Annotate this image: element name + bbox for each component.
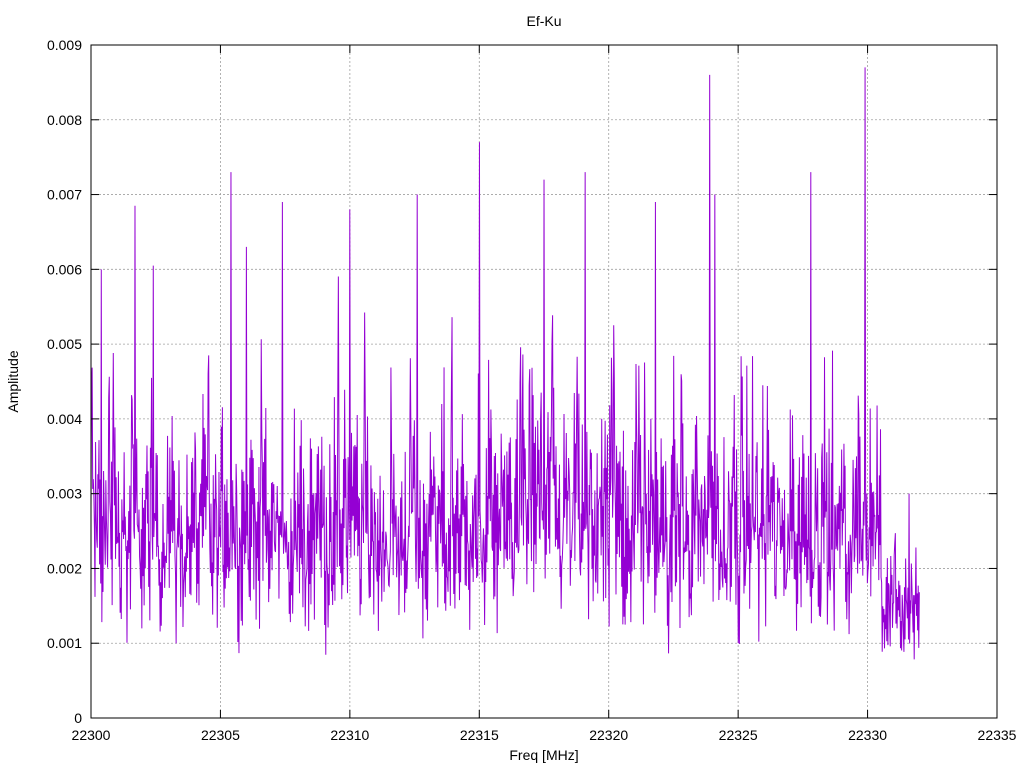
y-tick-label: 0.009: [47, 37, 82, 53]
series-layer: [90, 67, 920, 660]
x-axis-label: Freq [MHz]: [509, 747, 578, 763]
x-tick-label: 22320: [589, 727, 628, 743]
y-tick-labels: 0 0.001 0.002 0.003 0.004 0.005 0.006 0.007 0.00…: [47, 37, 82, 726]
y-tick-label: 0.006: [47, 261, 82, 277]
x-tick-label: 22310: [330, 727, 369, 743]
y-tick-label: 0.008: [47, 112, 82, 128]
series-line: [90, 67, 920, 660]
tick-marks: [90, 44, 998, 719]
x-tick-label: 22330: [848, 727, 887, 743]
x-tick-label: 22335: [978, 727, 1017, 743]
y-tick-label: 0.001: [47, 635, 82, 651]
y-tick-label: 0.005: [47, 336, 82, 352]
y-tick-label: 0: [74, 710, 82, 726]
y-tick-label: 0.003: [47, 486, 82, 502]
y-tick-label: 0.004: [47, 411, 82, 427]
x-tick-label: 22305: [201, 727, 240, 743]
x-tick-label: 22325: [719, 727, 758, 743]
x-tick-label: 22300: [72, 727, 111, 743]
y-axis-label: Amplitude: [5, 350, 21, 412]
chart-title: Ef-Ku: [526, 13, 561, 29]
y-tick-label: 0.002: [47, 560, 82, 576]
x-tick-labels: 22300 22305 22310 22315 22320 22325 22330 22335: [72, 727, 1017, 743]
plot-frame: [90, 44, 998, 719]
y-tick-label: 0.007: [47, 187, 82, 203]
x-tick-label: 22315: [460, 727, 499, 743]
